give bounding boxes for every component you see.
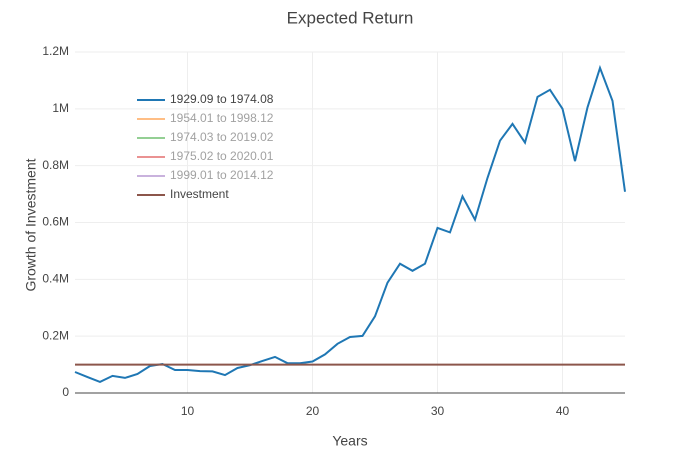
x-axis-title: Years — [332, 433, 367, 449]
legend-label[interactable]: 1954.01 to 1998.12 — [170, 111, 274, 125]
y-tick-label: 0.4M — [42, 272, 69, 286]
x-tick-label: 40 — [556, 404, 570, 418]
y-axis-title: Growth of Investment — [23, 158, 39, 291]
y-tick-label: 0 — [62, 385, 69, 399]
y-tick-label: 1M — [52, 101, 69, 115]
y-tick-label: 0.6M — [42, 215, 69, 229]
legend-label[interactable]: 1974.03 to 2019.02 — [170, 130, 274, 144]
x-tick-label: 10 — [181, 404, 195, 418]
series-line — [74, 64, 626, 383]
legend-label[interactable]: 1975.02 to 2020.01 — [170, 149, 274, 163]
x-tick-label: 30 — [431, 404, 445, 418]
x-tick-label: 20 — [306, 404, 320, 418]
legend-label[interactable]: 1929.09 to 1974.08 — [170, 92, 274, 106]
chart-title: Expected Return — [287, 8, 414, 27]
legend-label[interactable]: Investment — [170, 187, 229, 201]
y-tick-label: 0.2M — [42, 328, 69, 342]
y-tick-label: 1.2M — [42, 44, 69, 58]
y-tick-label: 0.8M — [42, 158, 69, 172]
legend-label[interactable]: 1999.01 to 2014.12 — [170, 168, 274, 182]
